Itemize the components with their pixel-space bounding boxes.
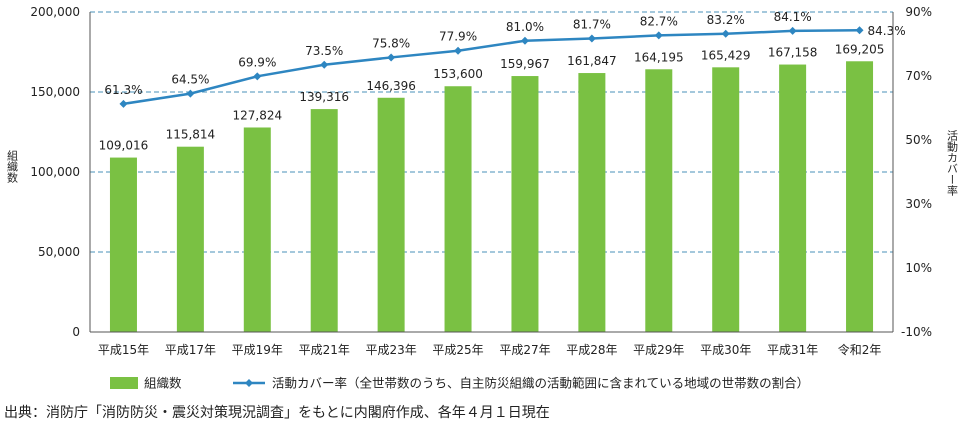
- line-data-labels: 61.3% 64.5% 69.9% 73.5% 75.8% 77.9% 81.0% 81.7%…: [104, 10, 905, 97]
- bar-data-label: 153,600: [433, 67, 483, 81]
- bar-data-labels: 109,016 115,814 127,824 139,316 146,396 153,6…: [99, 42, 885, 152]
- line-point: [654, 31, 663, 40]
- right-tick-label: 70%: [905, 69, 932, 83]
- left-tick-label: 50,000: [38, 245, 80, 259]
- chart: 109,016 115,814 127,824 139,316 146,396 153,6…: [6, 5, 959, 391]
- bar: [109, 157, 137, 332]
- bar-data-label: 127,824: [232, 108, 282, 122]
- source-note: 出典：消防庁「消防防災・震災対策現況調査」をもとに内閣府作成、各年４月１日現在: [4, 405, 550, 421]
- bar-data-label: 139,316: [299, 90, 349, 104]
- line-point: [119, 99, 128, 108]
- legend-bar-swatch: [110, 377, 138, 389]
- bar: [310, 109, 338, 333]
- legend-line-marker: [245, 379, 253, 387]
- left-tick-label: 100,000: [30, 165, 80, 179]
- x-tick-label: 平成17年: [165, 343, 216, 357]
- line-point: [454, 46, 463, 55]
- axes: [89, 12, 894, 333]
- left-axis-ticks: 0 50,000 100,000 150,000 200,000: [30, 5, 80, 339]
- line-data-label: 77.9%: [439, 30, 477, 44]
- line-data-label: 64.5%: [171, 73, 209, 87]
- bar-series: [109, 61, 874, 333]
- bar: [846, 61, 874, 332]
- line-data-label: 81.7%: [573, 18, 611, 32]
- line-point: [587, 34, 596, 43]
- right-tick-label: 30%: [905, 197, 932, 211]
- line-data-label: 73.5%: [305, 44, 343, 58]
- bar-data-label: 165,429: [701, 48, 751, 62]
- left-axis-title: 組織数: [6, 150, 19, 184]
- line-data-label: 84.3%: [868, 24, 906, 38]
- line-path: [123, 28, 860, 106]
- x-tick-label: 令和2年: [838, 342, 882, 357]
- line-data-label: 83.2%: [707, 13, 745, 27]
- bar: [712, 67, 740, 332]
- bar-data-label: 169,205: [835, 42, 885, 56]
- bar-data-label: 159,967: [500, 57, 550, 71]
- legend: 組織数 活動カバー率（全世帯数のうち、自主防災組織の活動範囲に含まれている地域の…: [110, 376, 809, 391]
- line-point: [320, 60, 329, 69]
- bar-data-label: 167,158: [768, 46, 818, 60]
- x-axis-ticks: 平成15年 平成17年 平成19年 平成21年 平成23年 平成25年 平成27年 平成28年…: [98, 342, 882, 357]
- bar: [578, 73, 606, 332]
- line-data-label: 69.9%: [238, 55, 276, 69]
- right-axis-ticks: -10% 10% 30% 50% 70% 90%: [901, 5, 932, 339]
- line-point: [186, 89, 195, 98]
- x-tick-label: 平成27年: [499, 343, 550, 357]
- line-data-label: 81.0%: [506, 20, 544, 34]
- right-tick-label: 50%: [905, 133, 932, 147]
- x-tick-label: 平成29年: [633, 343, 684, 357]
- left-tick-label: 0: [72, 325, 80, 339]
- bar: [511, 76, 539, 333]
- bar-data-label: 164,195: [634, 50, 684, 64]
- right-tick-label: -10%: [901, 325, 932, 339]
- right-axis-title: 活動カバー率: [946, 130, 959, 197]
- x-tick-label: 平成23年: [365, 343, 416, 357]
- x-tick-label: 平成28年: [566, 343, 617, 357]
- bar: [176, 146, 204, 332]
- line-point: [721, 29, 730, 38]
- x-tick-label: 平成31年: [767, 343, 818, 357]
- bar: [243, 127, 271, 332]
- bar-data-label: 115,814: [166, 128, 216, 142]
- legend-line-label: 活動カバー率（全世帯数のうち、自主防災組織の活動範囲に含まれている地域の世帯数の…: [272, 376, 809, 391]
- bar: [779, 64, 807, 332]
- line-data-label: 82.7%: [640, 14, 678, 28]
- x-tick-label: 平成19年: [232, 343, 283, 357]
- bar-data-label: 109,016: [99, 139, 149, 153]
- line-point: [520, 36, 529, 45]
- line-data-label: 61.3%: [104, 83, 142, 97]
- left-tick-label: 150,000: [30, 85, 80, 99]
- right-tick-label: 10%: [905, 261, 932, 275]
- grid-lines: [90, 11, 893, 253]
- bar-data-label: 146,396: [366, 79, 416, 93]
- x-tick-label: 平成30年: [700, 343, 751, 357]
- line-point: [387, 53, 396, 62]
- line-series: [119, 26, 864, 108]
- x-tick-label: 平成25年: [432, 343, 483, 357]
- line-data-label: 84.1%: [774, 10, 812, 24]
- legend-bar-label: 組織数: [144, 376, 182, 391]
- bar: [444, 86, 472, 333]
- line-data-label: 75.8%: [372, 36, 410, 50]
- bar: [645, 69, 673, 333]
- bar: [377, 97, 405, 332]
- right-tick-label: 90%: [905, 5, 932, 19]
- x-tick-label: 平成21年: [299, 343, 350, 357]
- left-tick-label: 200,000: [30, 5, 80, 19]
- line-point: [788, 26, 797, 35]
- line-point: [855, 26, 864, 35]
- line-point: [253, 72, 262, 81]
- bar-data-label: 161,847: [567, 54, 617, 68]
- x-tick-label: 平成15年: [98, 343, 149, 357]
